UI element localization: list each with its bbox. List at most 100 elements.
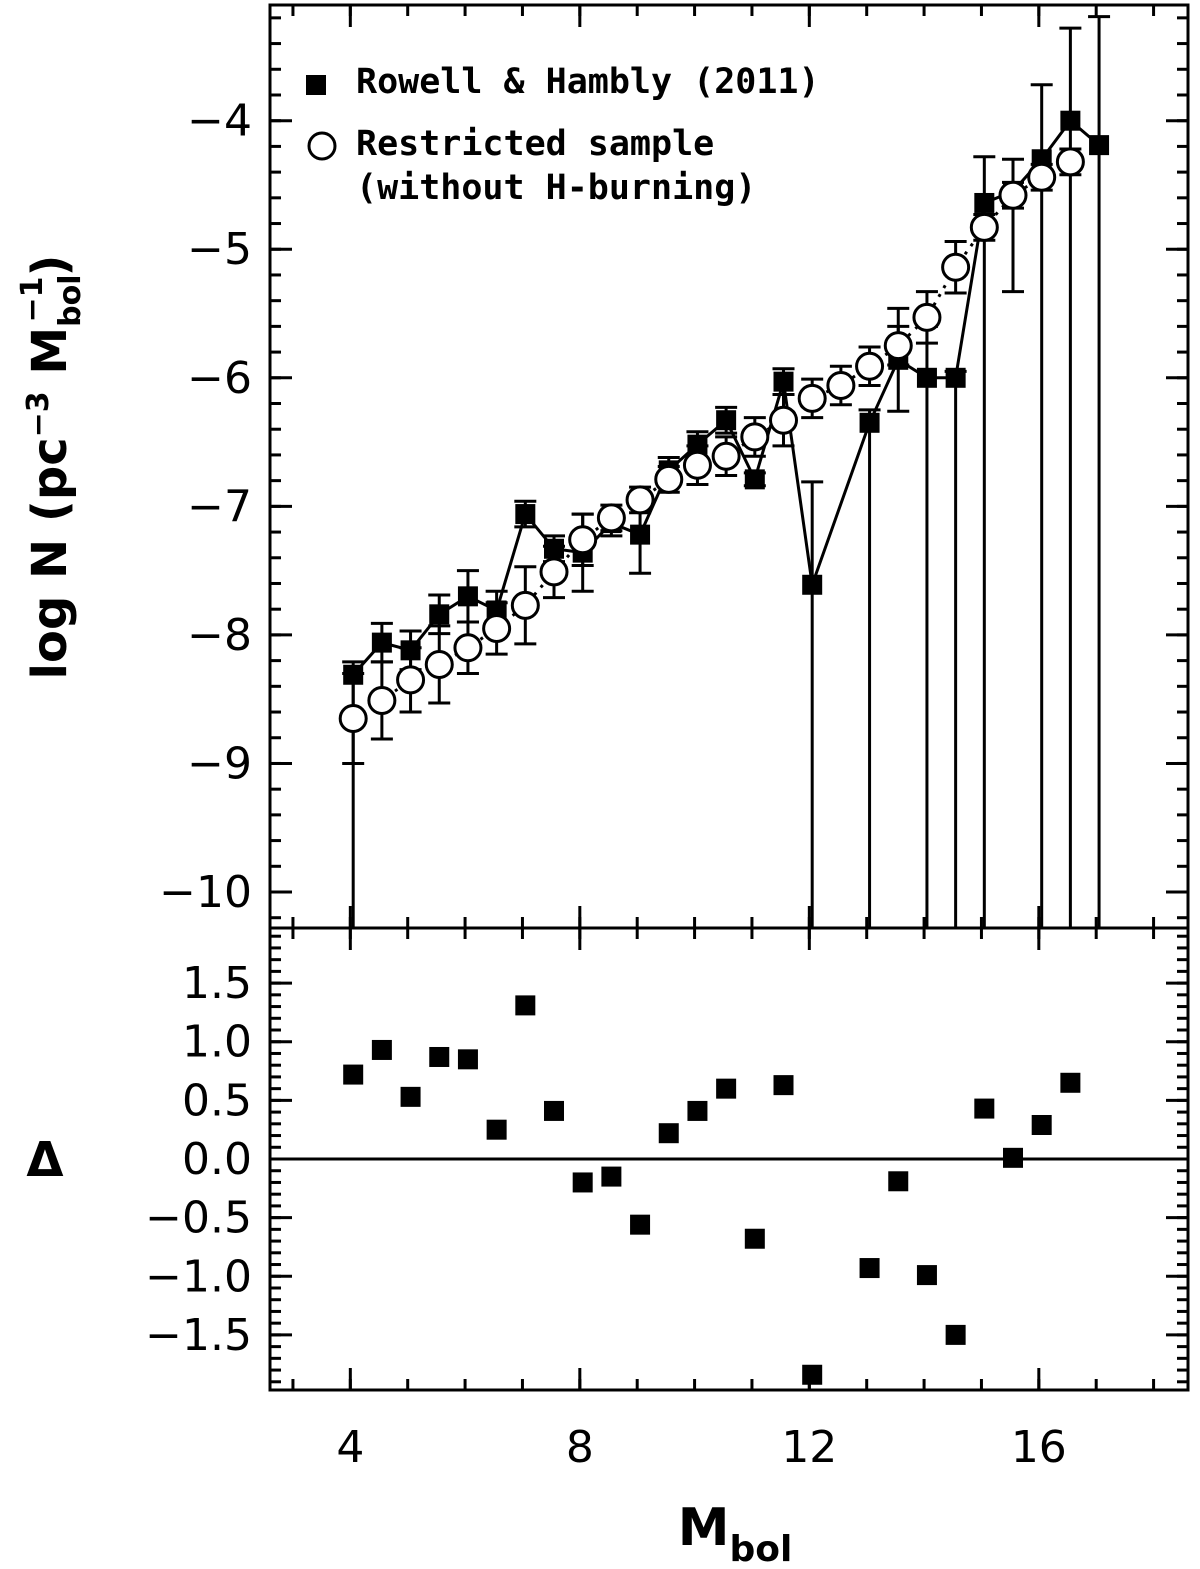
x-tick-label: 8 [566, 1422, 594, 1473]
y-label-close: ) [22, 255, 78, 277]
square-marker [916, 1265, 937, 1286]
y-tick-label: −0.5 [145, 1193, 252, 1244]
square-marker [457, 1049, 478, 1070]
error-bar [1002, 157, 1025, 294]
square-marker [371, 632, 392, 653]
square-marker [400, 1086, 421, 1107]
y-tick-label: −1.0 [145, 1251, 252, 1302]
circle-marker [568, 525, 598, 555]
square-marker [916, 367, 937, 388]
circle-marker [797, 383, 827, 413]
square-marker [974, 192, 995, 213]
square-marker [859, 1258, 880, 1279]
square-marker [945, 367, 966, 388]
y-tick-label: 0.0 [182, 1134, 252, 1185]
square-marker [1031, 1114, 1052, 1135]
x-label-sub: bol [729, 1529, 792, 1569]
y-tick-label: −8 [187, 610, 252, 661]
error-bar [1088, 15, 1111, 928]
y-tick-label: −6 [187, 353, 252, 404]
y-tick-label: −9 [187, 738, 252, 789]
legend-label: Rowell & Hambly (2011) [356, 62, 820, 102]
square-marker [773, 1075, 794, 1096]
error-bar [801, 480, 824, 928]
x-tick-label: 16 [1011, 1422, 1067, 1473]
y-tick-label: −10 [159, 867, 252, 918]
y-tick-label: 1.0 [182, 1017, 252, 1068]
y-tick-label: 1.5 [182, 958, 252, 1009]
y-tick-label: −4 [187, 96, 252, 147]
circle-marker [539, 557, 569, 587]
square-marker [515, 504, 536, 525]
square-marker [371, 1039, 392, 1060]
x-label-main: M [678, 1498, 730, 1558]
square-marker [687, 1100, 708, 1121]
y-axis-label: log N (pc−3 Mbol−1) [15, 255, 88, 680]
error-bar [858, 408, 881, 928]
square-marker [515, 995, 536, 1016]
square-marker [744, 469, 765, 490]
circle-marker [711, 441, 741, 471]
y-tick-label: 0.5 [182, 1075, 252, 1126]
circle-marker [482, 613, 512, 643]
error-bar [1030, 83, 1053, 928]
series-line [352, 160, 1072, 720]
square-marker [429, 1046, 450, 1067]
legend-marker [307, 131, 337, 161]
square-marker [1089, 135, 1110, 156]
circle-marker [912, 302, 942, 332]
error-bar [1059, 26, 1082, 928]
circle-marker [1055, 147, 1085, 177]
circle-marker [338, 703, 368, 733]
error-bar [944, 369, 967, 928]
y-tick-label: −7 [187, 481, 252, 532]
plot-area [343, 995, 1081, 1385]
square-marker [888, 1171, 909, 1192]
circle-marker [396, 665, 426, 695]
circle-marker [510, 590, 540, 620]
square-marker [658, 1123, 679, 1144]
plot-area [338, 15, 1111, 928]
square-marker [945, 1324, 966, 1345]
square-marker [630, 524, 651, 545]
circle-marker [654, 464, 684, 494]
square-marker [630, 1214, 651, 1235]
square-marker [572, 1172, 593, 1193]
square-marker [486, 1119, 507, 1140]
square-marker [802, 574, 823, 595]
legend-marker [306, 75, 326, 95]
circle-marker [625, 485, 655, 515]
square-marker [1003, 1147, 1024, 1168]
circle-marker [424, 649, 454, 679]
square-marker [429, 604, 450, 625]
circle-marker [453, 633, 483, 663]
square-marker [859, 412, 880, 433]
y-tick-label: −5 [187, 224, 252, 275]
circle-marker [855, 351, 885, 381]
circle-marker [969, 212, 999, 242]
square-marker [1060, 1072, 1081, 1093]
circle-marker [740, 422, 770, 452]
y-label-sup: −1 [15, 276, 50, 322]
y-axis-label: Δ [26, 1132, 63, 1188]
square-marker [343, 1064, 364, 1085]
y-label-m: M [22, 327, 78, 391]
circle-marker [998, 180, 1028, 210]
x-tick-label: 4 [336, 1422, 364, 1473]
square-marker [744, 1228, 765, 1249]
square-marker [1060, 110, 1081, 131]
circle-marker [596, 503, 626, 533]
circle-marker [941, 252, 971, 282]
square-marker [544, 1100, 565, 1121]
circle-marker [826, 371, 856, 401]
square-marker [773, 371, 794, 392]
square-marker [802, 1364, 823, 1385]
circle-marker [682, 450, 712, 480]
y-label-sub: bol [53, 274, 88, 326]
square-marker [601, 1166, 622, 1187]
x-axis-label: Mbol [678, 1498, 793, 1569]
y-tick-label: −1.5 [145, 1310, 252, 1361]
circle-marker [1027, 162, 1057, 192]
